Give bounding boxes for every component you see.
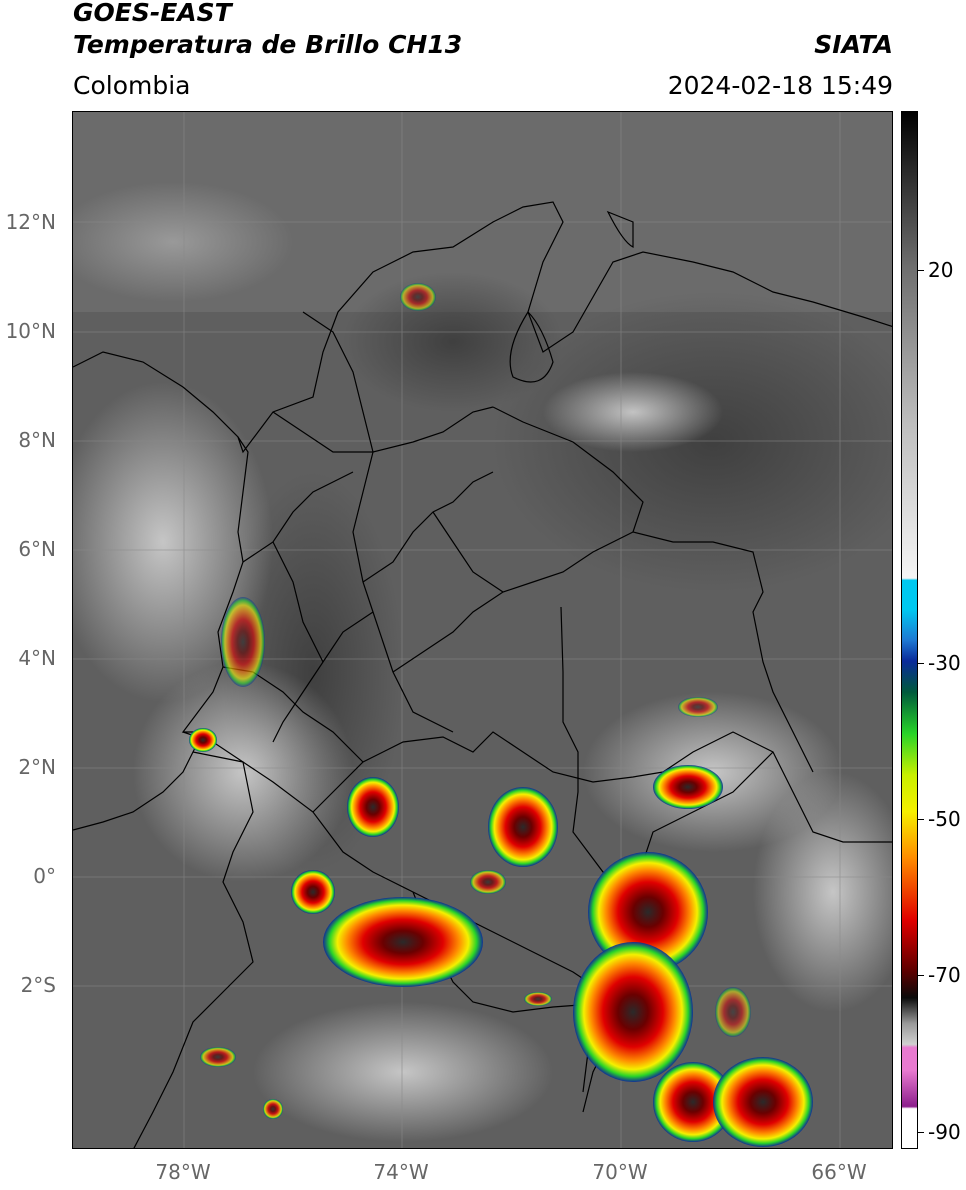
venezuela-dark-area [493,292,892,592]
storm-cell-central [347,777,399,837]
colorbar-tick-minus90 [918,1132,924,1133]
colorbar-label-20: 20 [928,258,954,282]
lat-label-4n: 4°N [18,646,56,670]
storm-cell-peru-south [263,1099,283,1119]
storm-cell-leticia [524,992,552,1006]
map-canvas [73,112,892,1148]
storm-cell-amazonas [573,942,693,1082]
colorbar-label-minus90: -90 [928,1120,961,1144]
storm-cell-vaupes [653,765,723,809]
pacific-cloud-band [73,382,273,702]
lat-label-8n: 8°N [18,428,56,452]
storm-cell-southeast [653,1062,733,1142]
lat-label-2n: 2°N [18,755,56,779]
colorbar-label-minus30: -30 [928,651,961,675]
satellite-title: GOES-EAST [73,0,232,27]
storm-cell-putumayo [323,897,483,987]
storm-cell-east-central [488,787,558,867]
temperature-colorbar [901,111,918,1149]
lat-label-12n: 12°N [5,210,56,234]
amazon-clouds-south [253,1002,553,1142]
storm-cell-north [400,283,436,311]
guajira-dark-area [343,272,563,412]
llanos-clouds [543,372,723,452]
amazon-clouds-east [753,772,892,1012]
lat-label-0: 0° [33,864,56,888]
lat-label-10n: 10°N [5,319,56,343]
colorbar-tick-minus50 [918,819,924,820]
storm-cell-peru [200,1047,236,1067]
datetime-label: 2024-02-18 15:49 [667,71,893,100]
caribbean-clouds [73,182,293,302]
lat-label-2s: 2°S [20,973,56,997]
satellite-map[interactable] [72,111,893,1149]
storm-cell-pacific-strip [221,597,265,687]
pacific-coast-clouds [133,662,353,882]
storm-cell-brazil [715,987,751,1037]
colorbar-label-minus50: -50 [928,807,961,831]
agency-label: SIATA [814,30,893,59]
colorbar-label-minus70: -70 [928,963,961,987]
lon-label-70w: 70°W [592,1160,648,1184]
storm-cell-putumayo-west [291,870,335,914]
region-label: Colombia [73,71,191,100]
lon-label-66w: 66°W [811,1160,867,1184]
product-title: Temperatura de Brillo CH13 [73,30,463,59]
storm-cell-pacific-coast [189,728,217,752]
storm-cell-amazonas-north [588,852,708,972]
storm-cell-guaviare [678,697,718,717]
colorbar-tick-minus30 [918,663,924,664]
storm-cell-small [470,870,506,894]
convective-cells [189,283,813,1147]
storm-cell-far-southeast [713,1057,813,1147]
lon-label-78w: 78°W [155,1160,211,1184]
colorbar-tick-20 [918,270,924,271]
lat-label-6n: 6°N [18,537,56,561]
colorbar-tick-minus70 [918,975,924,976]
lon-label-74w: 74°W [373,1160,429,1184]
